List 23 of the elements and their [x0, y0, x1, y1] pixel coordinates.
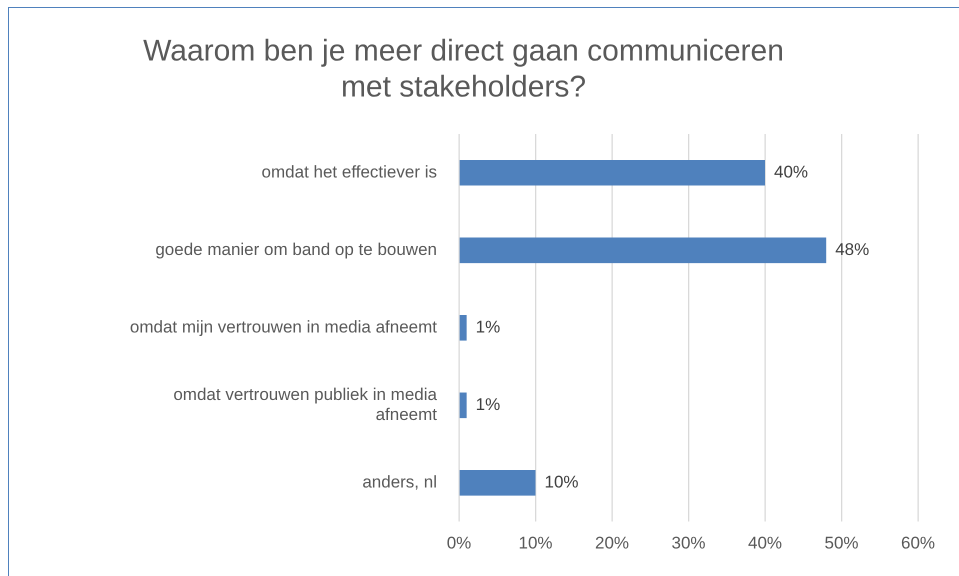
y-tick-label: goede manier om band op te bouwen: [155, 240, 437, 259]
data-label: 48%: [835, 240, 870, 259]
x-tick-label: 30%: [671, 533, 706, 552]
data-label: 40%: [774, 162, 808, 182]
bar: [460, 315, 467, 341]
bar: [460, 392, 467, 418]
x-tick-label: 60%: [900, 533, 936, 552]
data-label: 1%: [476, 317, 500, 336]
x-tick-label: 40%: [748, 533, 782, 552]
x-tick-label: 20%: [594, 533, 630, 552]
bar: [460, 470, 536, 496]
y-tick-label: omdat mijn vertrouwen in media afneemt: [130, 317, 438, 336]
y-tick-label: omdat vertrouwen publiek in media afneemt: [173, 384, 438, 424]
bar: [460, 160, 765, 186]
y-tick-label: anders, nl: [362, 472, 437, 492]
x-tick-label: 10%: [518, 533, 553, 552]
x-tick-label: 50%: [824, 533, 859, 552]
data-label: 1%: [476, 395, 500, 414]
chart-title: Waarom ben je meer direct gaan communiceren met stakeholders?: [143, 34, 784, 104]
data-label: 10%: [544, 472, 579, 492]
bar: [460, 237, 826, 264]
x-tick-label: 0%: [446, 533, 472, 552]
y-tick-label: omdat het effectiever is: [262, 162, 437, 182]
